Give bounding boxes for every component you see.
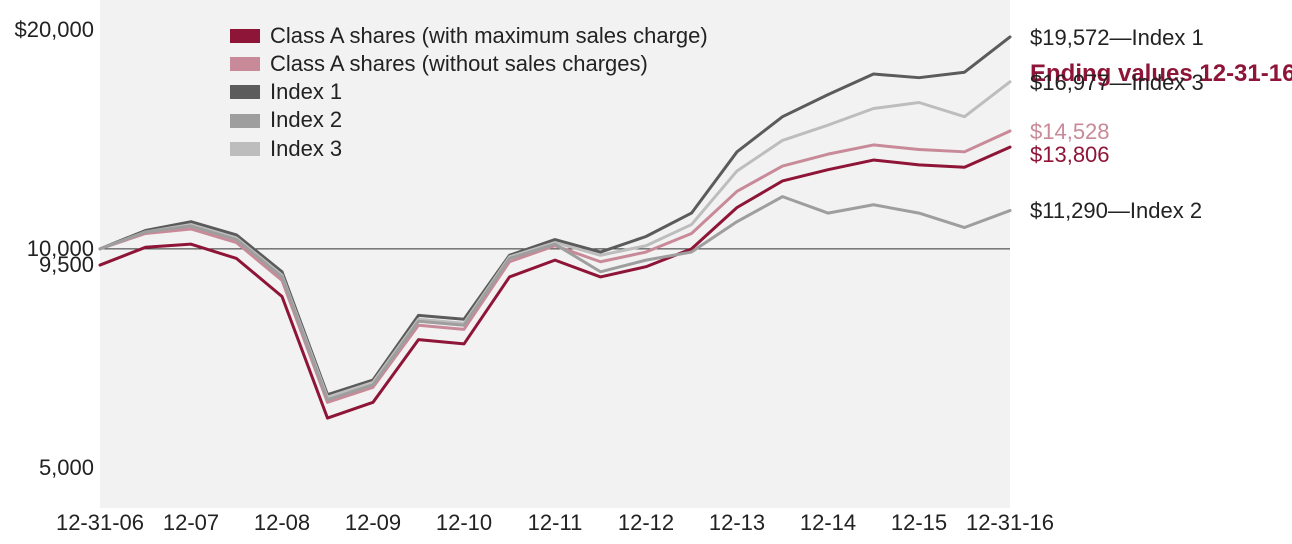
legend: Class A shares (with maximum sales charg… [230, 22, 708, 163]
legend-label: Index 3 [270, 135, 342, 163]
x-tick-label: 12-10 [436, 508, 492, 536]
series-a_withcharge [100, 147, 1010, 418]
ending-value-a_nocharge: $14,528 [1030, 119, 1110, 145]
legend-label: Class A shares (without sales charges) [270, 50, 648, 78]
legend-swatch-icon [230, 114, 260, 128]
plot-area: Class A shares (with maximum sales charg… [100, 0, 1010, 508]
y-tick-label: 5,000 [39, 455, 100, 481]
series-index2 [100, 197, 1010, 400]
x-tick-label: 12-14 [800, 508, 856, 536]
ending-value-a_withcharge: $13,806 [1030, 142, 1110, 168]
legend-item-a_withcharge: Class A shares (with maximum sales charg… [230, 22, 708, 50]
ending-value-index1: $19,572—Index 1 [1030, 25, 1204, 51]
legend-label: Index 2 [270, 106, 342, 134]
legend-label: Class A shares (with maximum sales charg… [270, 22, 708, 50]
legend-swatch-icon [230, 29, 260, 43]
legend-item-index2: Index 2 [230, 106, 708, 134]
legend-swatch-icon [230, 57, 260, 71]
growth-chart: Class A shares (with maximum sales charg… [0, 0, 1292, 544]
x-tick-label: 12-11 [528, 508, 583, 536]
ending-value-index2: $11,290—Index 2 [1030, 198, 1202, 224]
y-tick-label: 10,000 [27, 236, 100, 262]
ending-value-index3: $16,977—Index 3 [1030, 70, 1204, 96]
legend-item-index3: Index 3 [230, 135, 708, 163]
x-tick-label: 12-08 [254, 508, 310, 536]
legend-item-index1: Index 1 [230, 78, 708, 106]
legend-swatch-icon [230, 142, 260, 156]
x-tick-label: 12-13 [709, 508, 765, 536]
x-tick-label: 12-07 [163, 508, 219, 536]
x-tick-label: 12-15 [891, 508, 947, 536]
x-tick-label: 12-31-06 [56, 508, 144, 536]
y-tick-label: $20,000 [14, 17, 100, 43]
legend-swatch-icon [230, 85, 260, 99]
legend-item-a_nocharge: Class A shares (without sales charges) [230, 50, 708, 78]
legend-label: Index 1 [270, 78, 342, 106]
series-a_nocharge [100, 131, 1010, 402]
x-tick-label: 12-12 [618, 508, 674, 536]
x-tick-label: 12-31-16 [966, 508, 1054, 536]
x-tick-label: 12-09 [345, 508, 401, 536]
